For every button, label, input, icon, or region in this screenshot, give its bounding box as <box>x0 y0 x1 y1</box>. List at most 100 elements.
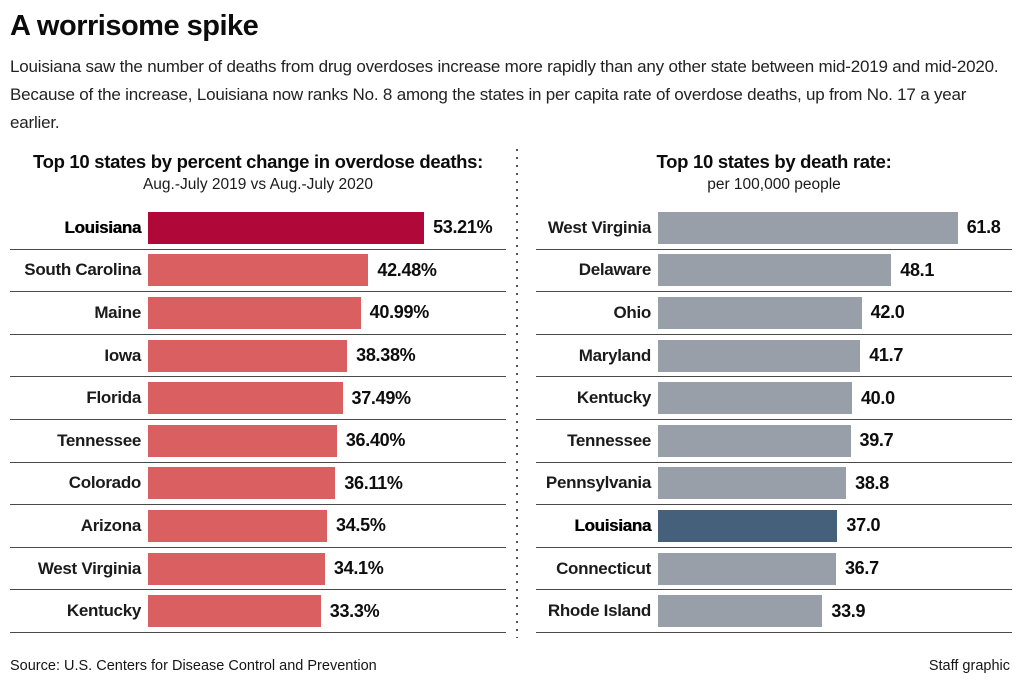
chart-rows: West Virginia 61.8 Delaware 48.1 Ohio 42.0 Mar… <box>536 207 1012 633</box>
value-label: 37.0 <box>846 515 881 536</box>
state-label: Louisiana <box>64 217 141 237</box>
value-bar <box>148 339 348 372</box>
chart-row-connecticut: Connecticut 36.7 <box>536 548 1012 591</box>
bar-track: 61.8 <box>658 207 1012 249</box>
chart-title: Top 10 states by death rate: <box>656 151 892 172</box>
value-label: 33.3% <box>329 600 380 621</box>
value-bar <box>658 296 862 329</box>
bar-track: 40.99% <box>148 292 506 334</box>
value-label: 42.0 <box>870 302 905 323</box>
value-bar <box>148 509 327 542</box>
state-label: Maryland <box>578 345 652 365</box>
value-bar <box>658 254 892 287</box>
value-bar <box>148 595 321 628</box>
bar-track: 33.3% <box>148 590 506 632</box>
value-label: 61.8 <box>966 217 1001 238</box>
chart-row-kentucky: Kentucky 33.3% <box>10 590 506 633</box>
bar-track: 39.7 <box>658 420 1012 462</box>
value-label: 40.0 <box>860 387 895 408</box>
chart-title: Top 10 states by percent change in overd… <box>32 151 484 172</box>
state-label: Connecticut <box>556 558 651 578</box>
value-bar <box>148 467 336 500</box>
value-bar <box>658 339 861 372</box>
source-credit: Source: U.S. Centers for Disease Control… <box>10 658 377 674</box>
chart-subtitle: per 100,000 people <box>707 176 841 193</box>
value-label: 38.8 <box>855 472 889 493</box>
value-label: 36.40% <box>345 430 406 451</box>
state-label: Kentucky <box>66 601 141 621</box>
value-label: 36.11% <box>344 472 403 493</box>
chart-row-arizona: Arizona 34.5% <box>10 505 506 548</box>
state-label: West Virginia <box>37 558 141 578</box>
value-bar <box>658 211 958 244</box>
intro-paragraph: Louisiana saw the number of deaths from … <box>10 57 999 132</box>
chart-row-florida: Florida 37.49% <box>10 377 506 420</box>
state-label: Rhode Island <box>547 601 651 621</box>
value-label: 53.21% <box>433 217 493 238</box>
state-label: Kentucky <box>576 388 651 408</box>
bar-track: 37.0 <box>658 505 1012 547</box>
chart-row-tennessee: Tennessee 39.7 <box>536 420 1012 463</box>
bar-track: 34.5% <box>148 505 506 547</box>
value-bar <box>658 595 823 628</box>
bar-track: 38.38% <box>148 335 506 377</box>
value-bar <box>658 552 836 585</box>
chart-header: Top 10 states by percent change in overd… <box>10 147 506 207</box>
value-bar <box>148 382 343 415</box>
chart-row-pennsylvania: Pennsylvania 38.8 <box>536 463 1012 506</box>
bar-track: 36.40% <box>148 420 506 462</box>
state-label: South Carolina <box>24 260 141 280</box>
value-bar <box>658 382 852 415</box>
chart-header: Top 10 states by death rate: per 100,000… <box>536 147 1012 207</box>
state-label: Florida <box>86 388 141 408</box>
page-title: A worrisome spike <box>10 10 259 42</box>
bar-track: 33.9 <box>658 590 1012 632</box>
chart-row-maine: Maine 40.99% <box>10 292 506 335</box>
bar-track: 53.21% <box>148 207 506 249</box>
state-label: Delaware <box>578 260 652 280</box>
chart-row-kentucky: Kentucky 40.0 <box>536 377 1012 420</box>
value-label: 37.49% <box>351 387 412 408</box>
chart-row-iowa: Iowa 38.38% <box>10 335 506 378</box>
chart-row-tennessee: Tennessee 36.40% <box>10 420 506 463</box>
value-label: 34.1% <box>333 558 384 579</box>
chart-row-west-virginia: West Virginia 34.1% <box>10 548 506 591</box>
state-label: Louisiana <box>574 515 651 535</box>
value-label: 39.7 <box>859 430 894 451</box>
bar-track: 41.7 <box>658 335 1012 377</box>
bar-track: 38.8 <box>658 463 1012 505</box>
bar-track: 36.7 <box>658 548 1012 590</box>
state-label: Maine <box>94 302 141 322</box>
chart-row-louisiana: Louisiana 53.21% <box>10 207 506 250</box>
chart-subtitle: Aug.-July 2019 vs Aug.-July 2020 <box>142 176 374 193</box>
chart-percent-change: Top 10 states by percent change in overd… <box>10 147 506 646</box>
value-label: 42.48% <box>377 259 437 280</box>
value-label: 40.99% <box>369 302 430 323</box>
state-label: Arizona <box>80 515 142 535</box>
charts-container: Top 10 states by percent change in overd… <box>10 147 1012 646</box>
chart-rows: Louisiana 53.21% South Carolina 42.48% Maine… <box>10 207 506 633</box>
chart-row-west-virginia: West Virginia 61.8 <box>536 207 1012 250</box>
value-label: 33.9 <box>831 600 866 621</box>
chart-death-rate: Top 10 states by death rate: per 100,000… <box>522 147 1012 646</box>
value-bar <box>148 424 337 457</box>
bar-track: 40.0 <box>658 377 1012 419</box>
value-bar <box>658 424 851 457</box>
dotted-divider <box>516 149 518 638</box>
state-label: Iowa <box>104 345 141 365</box>
bar-track: 42.48% <box>148 250 506 292</box>
state-label: Colorado <box>68 473 142 493</box>
value-label: 41.7 <box>869 345 904 366</box>
chart-row-louisiana: Louisiana 37.0 <box>536 505 1012 548</box>
state-label: Ohio <box>613 302 651 322</box>
chart-row-delaware: Delaware 48.1 <box>536 250 1012 293</box>
state-label: Pennsylvania <box>545 473 651 493</box>
bar-track: 48.1 <box>658 250 1012 292</box>
value-bar <box>148 254 369 287</box>
value-bar <box>148 211 425 244</box>
value-bar <box>148 296 361 329</box>
bar-track: 36.11% <box>148 463 506 505</box>
chart-row-south-carolina: South Carolina 42.48% <box>10 250 506 293</box>
chart-row-colorado: Colorado 36.11% <box>10 463 506 506</box>
